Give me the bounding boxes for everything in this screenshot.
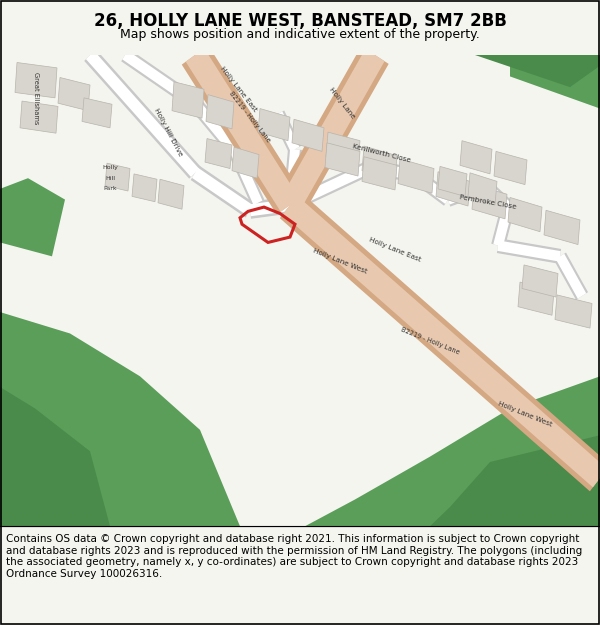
Text: Holly Lane East: Holly Lane East: [218, 66, 257, 113]
Text: Holly: Holly: [102, 165, 118, 170]
Text: Holly Lane West: Holly Lane West: [312, 247, 368, 274]
Polygon shape: [430, 435, 600, 526]
Text: Holly Lane East: Holly Lane East: [368, 237, 422, 263]
Polygon shape: [86, 51, 199, 177]
Polygon shape: [544, 210, 580, 244]
Polygon shape: [15, 62, 57, 98]
Polygon shape: [446, 179, 487, 207]
Text: Kenilworth Close: Kenilworth Close: [352, 143, 412, 164]
Polygon shape: [362, 157, 397, 190]
Polygon shape: [412, 171, 451, 204]
Polygon shape: [280, 49, 385, 211]
Polygon shape: [438, 166, 467, 196]
Text: Park: Park: [103, 186, 117, 191]
Polygon shape: [398, 159, 434, 193]
Polygon shape: [556, 254, 586, 299]
Polygon shape: [508, 198, 542, 232]
Polygon shape: [460, 141, 492, 174]
Text: Holly Hill Drive: Holly Hill Drive: [153, 107, 183, 157]
Polygon shape: [288, 162, 372, 210]
Polygon shape: [436, 172, 470, 206]
Text: B2219 - Holly Lane: B2219 - Holly Lane: [400, 326, 460, 356]
Polygon shape: [190, 98, 240, 156]
Polygon shape: [522, 265, 558, 297]
Polygon shape: [229, 148, 265, 206]
Polygon shape: [182, 46, 303, 214]
Polygon shape: [230, 149, 262, 205]
Polygon shape: [325, 143, 360, 176]
Polygon shape: [105, 163, 130, 191]
Polygon shape: [0, 178, 65, 256]
Polygon shape: [58, 78, 90, 111]
Polygon shape: [274, 111, 299, 152]
Polygon shape: [285, 149, 300, 206]
Polygon shape: [158, 179, 184, 209]
Text: Great Ellishams: Great Ellishams: [33, 72, 39, 124]
Polygon shape: [250, 199, 290, 216]
Polygon shape: [206, 94, 234, 129]
Polygon shape: [191, 100, 239, 155]
Polygon shape: [292, 119, 324, 151]
Polygon shape: [326, 132, 360, 166]
Text: Hill: Hill: [105, 176, 115, 181]
Polygon shape: [369, 162, 416, 180]
Polygon shape: [493, 206, 513, 247]
Polygon shape: [84, 49, 201, 179]
Polygon shape: [283, 196, 600, 488]
Polygon shape: [172, 82, 204, 118]
Polygon shape: [468, 173, 497, 205]
Polygon shape: [82, 98, 112, 128]
Text: Map shows position and indicative extent of the property.: Map shows position and indicative extent…: [120, 28, 480, 41]
Polygon shape: [446, 181, 487, 204]
Polygon shape: [494, 151, 527, 184]
Polygon shape: [0, 387, 110, 526]
Polygon shape: [411, 169, 452, 206]
Polygon shape: [510, 55, 600, 109]
Polygon shape: [482, 182, 511, 211]
Polygon shape: [475, 55, 600, 87]
Polygon shape: [232, 147, 259, 178]
Polygon shape: [0, 312, 240, 526]
Polygon shape: [497, 241, 561, 261]
Polygon shape: [491, 205, 515, 248]
Polygon shape: [472, 184, 507, 219]
Polygon shape: [555, 295, 592, 328]
Polygon shape: [272, 111, 301, 152]
Polygon shape: [186, 48, 299, 212]
Polygon shape: [191, 166, 254, 217]
Polygon shape: [369, 160, 416, 182]
Text: Holly Lane West: Holly Lane West: [497, 400, 553, 428]
Polygon shape: [287, 161, 373, 212]
Polygon shape: [249, 196, 291, 219]
Polygon shape: [554, 253, 588, 300]
Text: Contains OS data © Crown copyright and database right 2021. This information is : Contains OS data © Crown copyright and d…: [6, 534, 582, 579]
Polygon shape: [205, 139, 232, 169]
Polygon shape: [20, 101, 58, 133]
Polygon shape: [132, 174, 157, 202]
Polygon shape: [518, 282, 554, 315]
Polygon shape: [362, 146, 397, 180]
Polygon shape: [258, 109, 290, 141]
Text: B2219 - Holly Lane: B2219 - Holly Lane: [229, 91, 272, 144]
Polygon shape: [305, 376, 600, 526]
Polygon shape: [277, 46, 389, 214]
Polygon shape: [121, 49, 199, 109]
Polygon shape: [192, 168, 253, 216]
Polygon shape: [481, 180, 512, 213]
Polygon shape: [497, 238, 561, 264]
Text: 26, HOLLY LANE WEST, BANSTEAD, SM7 2BB: 26, HOLLY LANE WEST, BANSTEAD, SM7 2BB: [94, 12, 506, 30]
Polygon shape: [283, 149, 302, 206]
Text: Holly Lane: Holly Lane: [328, 86, 356, 120]
Polygon shape: [280, 192, 600, 491]
Text: Pembroke Close: Pembroke Close: [459, 194, 517, 210]
Polygon shape: [122, 51, 197, 108]
